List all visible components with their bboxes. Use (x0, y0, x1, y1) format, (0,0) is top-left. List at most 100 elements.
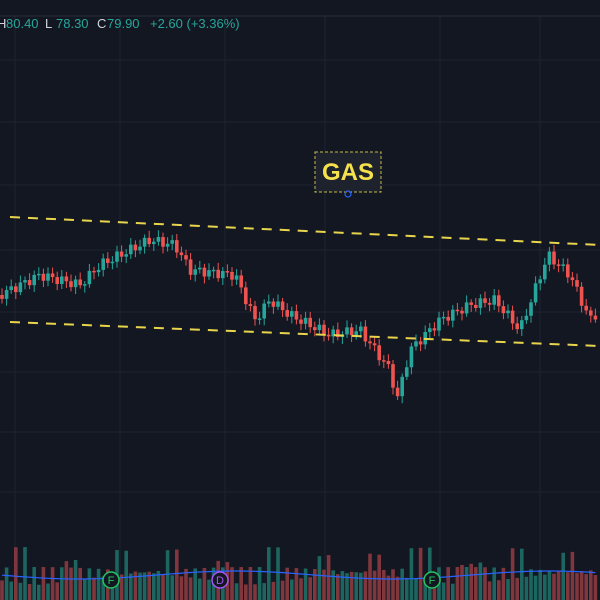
candle-body (207, 270, 211, 277)
volume-bar (4, 567, 9, 600)
volume-bar (188, 577, 193, 600)
volume-bar (46, 583, 50, 600)
candle-body (368, 341, 372, 344)
volume-average (1, 570, 596, 580)
volume-bar (96, 568, 101, 600)
candle-body (46, 273, 50, 281)
event-marker[interactable] (423, 571, 441, 589)
candle-body (165, 243, 170, 247)
candle-body (589, 310, 593, 316)
volume-bar (460, 564, 464, 600)
candle-body (492, 295, 496, 305)
candle-body (221, 271, 225, 279)
event-marker[interactable] (211, 571, 229, 589)
trendline-lower (9, 321, 600, 347)
volume-bar (497, 580, 501, 600)
volume-bar (354, 572, 358, 600)
candle-body (543, 264, 547, 280)
candle-body (244, 287, 248, 305)
candle-body (138, 246, 142, 251)
candle-body (359, 326, 363, 332)
volume-bar (23, 547, 27, 600)
volume-bar (520, 548, 524, 600)
candle-body (115, 251, 119, 262)
volume-bar (276, 547, 280, 600)
candle-body (110, 261, 115, 264)
low-value: 78.30 (56, 16, 89, 31)
candle-body (239, 275, 243, 288)
volume-bar (340, 571, 345, 600)
candle-body (515, 323, 519, 330)
volume-bar (92, 577, 96, 600)
change-value: +2.60 (+3.36%) (150, 16, 240, 31)
volume-bar (409, 548, 414, 600)
volume-bar (253, 584, 257, 600)
candle-body (290, 311, 294, 317)
candle-body (101, 258, 105, 270)
volume-bar (547, 570, 552, 600)
candle-body (179, 252, 184, 256)
volume-bar (589, 570, 593, 600)
candle-body (382, 360, 386, 362)
volume-bar (0, 580, 4, 600)
volume-bar (455, 567, 460, 600)
volume-bar (257, 567, 262, 600)
volume-bar (533, 575, 538, 600)
volume-bar (124, 550, 128, 600)
candle-body (23, 280, 27, 283)
candle-body (37, 273, 41, 276)
volume-bar (280, 580, 285, 600)
anchor-point[interactable] (344, 190, 352, 198)
volume-bar (391, 569, 395, 600)
candle-body (566, 264, 570, 278)
candle-body (198, 267, 202, 270)
candle-body (257, 318, 262, 320)
volume-bar (101, 576, 105, 600)
candle-body (322, 324, 326, 335)
volume-bar (492, 567, 496, 600)
volume (0, 547, 598, 600)
volume-bar (119, 574, 124, 600)
candle-body (464, 302, 469, 314)
annotation-box[interactable] (314, 151, 382, 193)
candle-body (428, 328, 432, 333)
volume-bar (290, 579, 294, 600)
candle-body (451, 309, 455, 321)
candle-body (83, 284, 87, 286)
volume-bar (483, 567, 487, 600)
volume-bar (37, 584, 41, 600)
volume-bar (446, 567, 450, 600)
volume-bar (73, 559, 78, 600)
candle-body (313, 327, 317, 331)
candle-body (14, 286, 18, 293)
trendline-upper (9, 216, 600, 246)
candle-body (556, 264, 561, 266)
candle-body (225, 271, 230, 273)
volume-bar (451, 583, 455, 600)
candle-body (124, 254, 128, 257)
candle-body (354, 331, 358, 336)
candle-body (216, 269, 220, 279)
candle-body (455, 309, 460, 312)
volume-bar (32, 567, 36, 600)
candle-body (345, 327, 349, 335)
candle-body (0, 295, 4, 299)
volume-bar (184, 568, 188, 600)
volume-bar (395, 576, 400, 600)
volume-bar (363, 571, 368, 600)
volume-bar (299, 578, 303, 600)
candle-body (271, 301, 276, 307)
volume-bar (382, 569, 386, 600)
candle-body (193, 269, 197, 275)
candle-body (432, 328, 437, 331)
event-marker[interactable] (102, 571, 120, 589)
candle-body (547, 251, 552, 265)
candle-body (32, 274, 36, 286)
volume-bar (147, 571, 151, 600)
low-label: L (45, 16, 52, 31)
candle-body (55, 277, 59, 284)
candle-body (317, 324, 322, 331)
volume-bar (248, 567, 253, 600)
volume-bar (487, 581, 492, 600)
